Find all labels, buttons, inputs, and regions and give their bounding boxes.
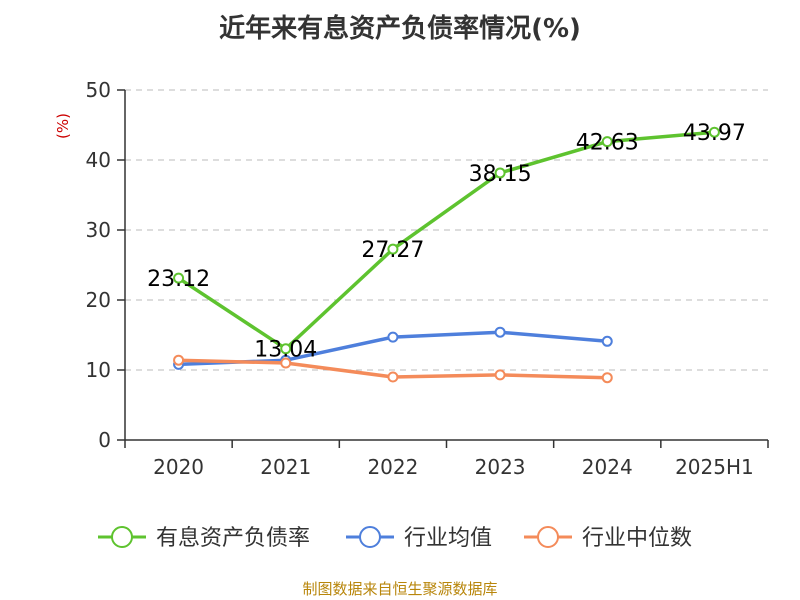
legend-label: 行业中位数 — [582, 526, 692, 551]
legend-item-0: 有息资产负债率 — [98, 526, 310, 551]
series-2 — [173, 354, 613, 384]
legend-marker — [111, 526, 133, 548]
series-layer — [173, 126, 720, 384]
legend-marker — [359, 526, 381, 548]
data-point — [280, 343, 292, 355]
data-point — [601, 335, 613, 347]
series-line — [177, 130, 715, 351]
data-label: 42.63 — [576, 131, 639, 156]
data-point — [494, 369, 506, 381]
y-tick-label: 10 — [86, 358, 111, 382]
data-point — [601, 136, 613, 148]
legend-item-2: 行业中位数 — [524, 526, 692, 551]
y-tick-label: 0 — [98, 428, 111, 452]
data-point — [173, 272, 185, 284]
x-tick-label: 2024 — [582, 455, 633, 479]
data-label: 23.12 — [147, 267, 210, 292]
data-label: 38.15 — [469, 162, 532, 187]
source-note: 制图数据来自恒生聚源数据库 — [302, 580, 498, 598]
data-label: 27.27 — [361, 238, 424, 263]
data-label: 13.04 — [254, 338, 317, 363]
x-tick-label: 2025H1 — [675, 455, 754, 479]
legend-label: 有息资产负债率 — [156, 526, 310, 551]
x-tick-label: 2021 — [260, 455, 311, 479]
data-label-layer: 23.12 13.04 27.27 38.15 42.63 43.97 — [147, 121, 746, 363]
y-tick-label: 40 — [86, 148, 111, 172]
y-tick-label: 50 — [86, 78, 111, 102]
chart-title: 近年来有息资产负债率情况(%) — [219, 14, 581, 44]
data-point — [387, 243, 399, 255]
data-point — [494, 167, 506, 179]
x-tick-label: 2020 — [153, 455, 204, 479]
legend-marker — [537, 526, 559, 548]
data-point — [708, 126, 720, 138]
y-axis-unit-label: (%) — [54, 113, 72, 139]
x-tick-label: 2022 — [367, 455, 418, 479]
legend-item-1: 行业均值 — [346, 526, 492, 551]
y-tick-label: 20 — [86, 288, 111, 312]
series-0 — [173, 126, 720, 355]
data-label: 43.97 — [683, 121, 746, 146]
data-point — [387, 371, 399, 383]
legend-label: 行业均值 — [404, 526, 492, 551]
data-point — [173, 354, 185, 366]
legend-layer: 有息资产负债率 行业均值 行业中位数 — [98, 526, 692, 551]
x-tick-label: 2023 — [475, 455, 526, 479]
grid-layer — [125, 89, 768, 371]
data-point — [280, 357, 292, 369]
data-point — [494, 326, 506, 338]
y-tick-label: 30 — [86, 218, 111, 242]
data-point — [601, 372, 613, 384]
axis-layer: 0 10 20 30 40 50 2020 2021 2022 2023 2024 2025H1 — [86, 78, 769, 479]
data-point — [387, 331, 399, 343]
